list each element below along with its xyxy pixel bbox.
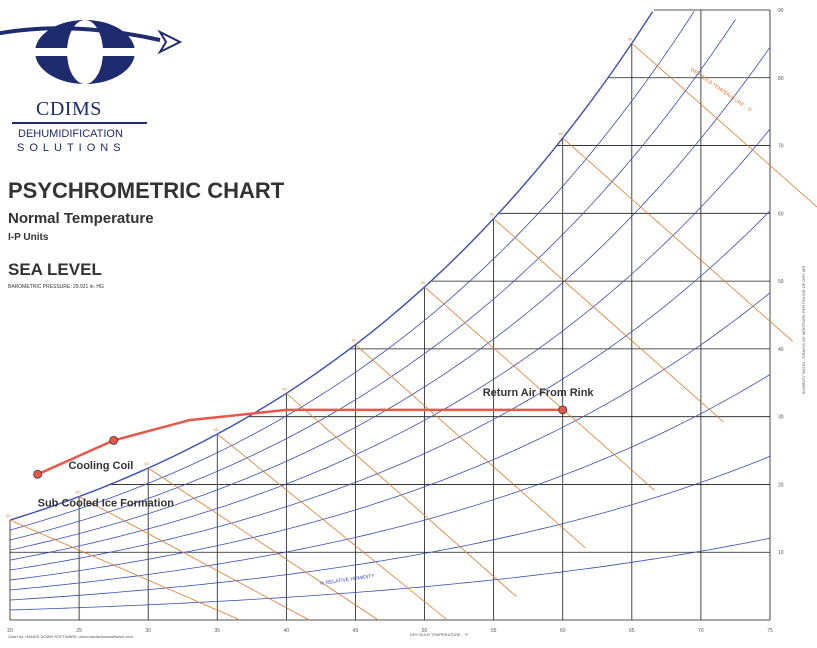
units-label: I-P Units xyxy=(8,232,49,243)
wet-bulb-tick-label: 65 xyxy=(628,36,633,41)
wet-bulb-line xyxy=(424,286,655,491)
brand-tagline-1: DEHUMIDIFICATION xyxy=(18,128,123,140)
y-tick-label: 10 xyxy=(778,550,784,556)
process-marker xyxy=(33,469,43,479)
wet-bulb-line xyxy=(631,42,817,208)
y-tick-label: 80 xyxy=(778,76,784,82)
y-tick-label: 30 xyxy=(778,415,784,421)
process-marker xyxy=(558,405,568,415)
elevation-label: SEA LEVEL xyxy=(8,260,102,279)
x-axis-title: DRY BULB TEMPERATURE - °F xyxy=(410,632,469,637)
brand-name: CDIMS xyxy=(36,98,102,120)
wet-bulb-tick-label: 60 xyxy=(559,131,564,136)
x-tick-label: 35 xyxy=(214,628,220,634)
wet-bulb-line xyxy=(562,137,793,342)
wet-bulb-line xyxy=(9,519,241,621)
wet-bulb-line xyxy=(355,344,586,549)
wet-bulb-tick-label: 25 xyxy=(75,490,80,495)
rh-curve xyxy=(9,11,654,521)
wet-bulb-tick-label: 20 xyxy=(6,513,11,518)
brand-divider xyxy=(12,122,147,124)
wet-bulb-tick-label: 35 xyxy=(213,427,218,432)
chart-subtitle: Normal Temperature xyxy=(8,210,154,227)
process-marker xyxy=(109,435,119,445)
wet-bulb-line xyxy=(493,218,724,423)
x-tick-label: 50 xyxy=(422,628,428,634)
brand-tagline-2: SOLUTIONS xyxy=(17,142,126,154)
cdims-logo xyxy=(0,20,183,84)
x-tick-label: 30 xyxy=(145,628,151,634)
x-tick-label: 25 xyxy=(76,628,82,634)
rh-curve xyxy=(9,210,771,571)
rh-curve xyxy=(9,537,771,611)
rh-curve xyxy=(9,11,695,531)
y-axis-title: HUMIDITY RATIO - GRAINS OF MOISTURE PER … xyxy=(801,266,806,395)
wet-bulb-line xyxy=(217,433,448,621)
y-tick-label: 20 xyxy=(778,482,784,488)
y-tick-label: 70 xyxy=(778,144,784,150)
pressure-label: BAROMETRIC PRESSURE: 29.921 in. HG xyxy=(8,284,104,290)
annotation-label: Cooling Coil xyxy=(69,460,134,472)
wet-bulb-tick-label: 30 xyxy=(144,461,149,466)
rh-curve xyxy=(9,374,771,591)
wet-bulb-tick-label: 40 xyxy=(282,386,287,391)
annotation-label: Sub Cooled Ice Formation xyxy=(38,497,175,509)
y-tick-label: 60 xyxy=(778,211,784,217)
y-tick-label: 90 xyxy=(778,8,784,14)
rh-curve xyxy=(9,455,771,601)
rh-curve xyxy=(9,19,736,541)
y-tick-label: 40 xyxy=(778,347,784,353)
wet-bulb-tick-label: 50 xyxy=(421,280,426,285)
wet-bulb-tick-label: 45 xyxy=(351,338,356,343)
process-line xyxy=(37,408,563,476)
chart-title: PSYCHROMETRIC CHART xyxy=(8,178,285,203)
x-tick-label: 20 xyxy=(7,628,13,634)
x-tick-label: 65 xyxy=(629,628,635,634)
chart-credit: Chart by: HANDS DOWN SOFTWARE, www.hands… xyxy=(8,634,133,639)
x-tick-label: 40 xyxy=(284,628,290,634)
x-tick-label: 75 xyxy=(767,628,773,634)
rh-curve xyxy=(9,128,771,561)
rh-label: % RELATIVE HUMIDITY xyxy=(319,573,375,587)
x-tick-label: 45 xyxy=(353,628,359,634)
y-tick-label: 50 xyxy=(778,279,784,285)
wet-bulb-tick-label: 55 xyxy=(490,212,495,217)
annotation-label: Return Air From Rink xyxy=(483,387,595,399)
wet-bulb-line xyxy=(286,392,517,597)
x-tick-label: 55 xyxy=(491,628,497,634)
wet-bulb-line xyxy=(147,467,379,621)
x-tick-label: 70 xyxy=(698,628,704,634)
wet-bulb-line xyxy=(78,496,310,621)
rh-curve xyxy=(9,292,771,581)
x-tick-label: 60 xyxy=(560,628,566,634)
wet-bulb-label: WET BULB TEMPERATURE - °F xyxy=(689,67,753,114)
rh-curve xyxy=(9,46,771,551)
